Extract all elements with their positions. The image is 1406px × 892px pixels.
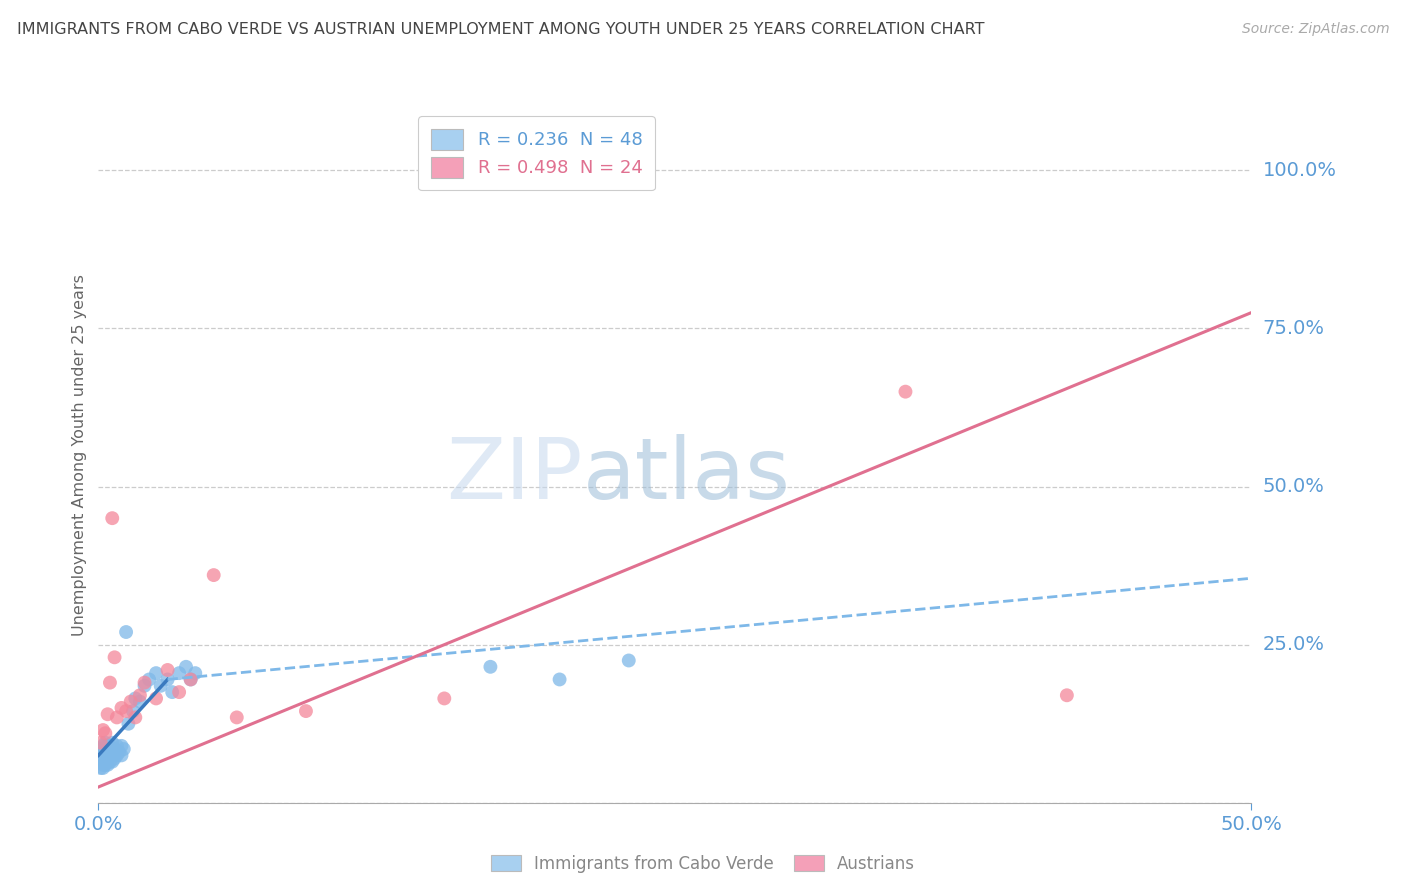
Point (94, 726, 117, 740)
Point (97, 748, 120, 763)
Point (105, 748, 128, 763)
Text: 100.0%: 100.0% (1263, 161, 1337, 180)
Point (124, 710, 146, 724)
Point (103, 742, 125, 756)
Point (105, 739, 128, 753)
Point (90, 755, 112, 769)
Point (94, 745, 117, 759)
Point (548, 673, 571, 687)
Point (120, 695, 142, 709)
Point (94, 736, 117, 750)
Point (97, 757, 120, 772)
Point (617, 653, 640, 667)
Point (225, 710, 247, 724)
Point (103, 751, 125, 765)
Point (115, 704, 138, 718)
Point (101, 511, 124, 525)
Text: 25.0%: 25.0% (1263, 635, 1324, 654)
Point (115, 625, 138, 640)
Point (295, 704, 318, 718)
Point (90, 736, 112, 750)
Point (91, 761, 114, 775)
Point (108, 745, 131, 759)
Point (98, 675, 121, 690)
Point (129, 695, 152, 709)
Text: IMMIGRANTS FROM CABO VERDE VS AUSTRIAN UNEMPLOYMENT AMONG YOUTH UNDER 25 YEARS C: IMMIGRANTS FROM CABO VERDE VS AUSTRIAN U… (17, 22, 984, 37)
Point (98, 748, 121, 763)
Point (145, 666, 167, 681)
Text: atlas: atlas (582, 434, 790, 517)
Point (156, 663, 179, 677)
Point (98, 739, 121, 753)
Point (184, 666, 207, 681)
Point (98, 755, 121, 769)
Point (894, 384, 917, 399)
Point (122, 704, 145, 718)
Point (90, 761, 112, 775)
Point (156, 673, 179, 687)
Point (91, 757, 114, 772)
Point (202, 568, 225, 582)
Point (124, 691, 146, 706)
Text: Source: ZipAtlas.com: Source: ZipAtlas.com (1241, 22, 1389, 37)
Point (101, 736, 124, 750)
Point (91, 723, 114, 737)
Point (103, 650, 125, 665)
Point (105, 710, 128, 724)
Point (94, 751, 117, 765)
Text: ZIP: ZIP (446, 434, 582, 517)
Point (91, 745, 114, 759)
Point (145, 691, 167, 706)
Point (479, 660, 502, 674)
Point (97, 739, 120, 753)
Point (134, 679, 156, 693)
Point (180, 673, 202, 687)
Point (134, 675, 156, 690)
Text: 50.0%: 50.0% (1263, 477, 1324, 496)
Point (167, 666, 190, 681)
Point (117, 716, 139, 731)
Point (91, 751, 114, 765)
Text: 75.0%: 75.0% (1263, 319, 1324, 338)
Y-axis label: Unemployment Among Youth under 25 years: Unemployment Among Youth under 25 years (72, 274, 87, 636)
Point (110, 701, 132, 715)
Legend: Immigrants from Cabo Verde, Austrians: Immigrants from Cabo Verde, Austrians (484, 848, 922, 880)
Point (167, 685, 190, 699)
Point (174, 660, 197, 674)
Point (90, 748, 112, 763)
Legend: R = 0.236  N = 48, R = 0.498  N = 24: R = 0.236 N = 48, R = 0.498 N = 24 (418, 116, 655, 190)
Point (110, 748, 132, 763)
Point (180, 673, 202, 687)
Point (110, 739, 132, 753)
Point (1056, 688, 1078, 702)
Point (149, 679, 172, 693)
Point (433, 691, 456, 706)
Point (94, 757, 117, 772)
Point (90, 742, 112, 756)
Point (138, 673, 160, 687)
Point (97, 707, 120, 722)
Point (129, 688, 152, 702)
Point (91, 739, 114, 753)
Point (112, 742, 135, 756)
Point (160, 685, 183, 699)
Point (101, 755, 124, 769)
Point (101, 745, 124, 759)
